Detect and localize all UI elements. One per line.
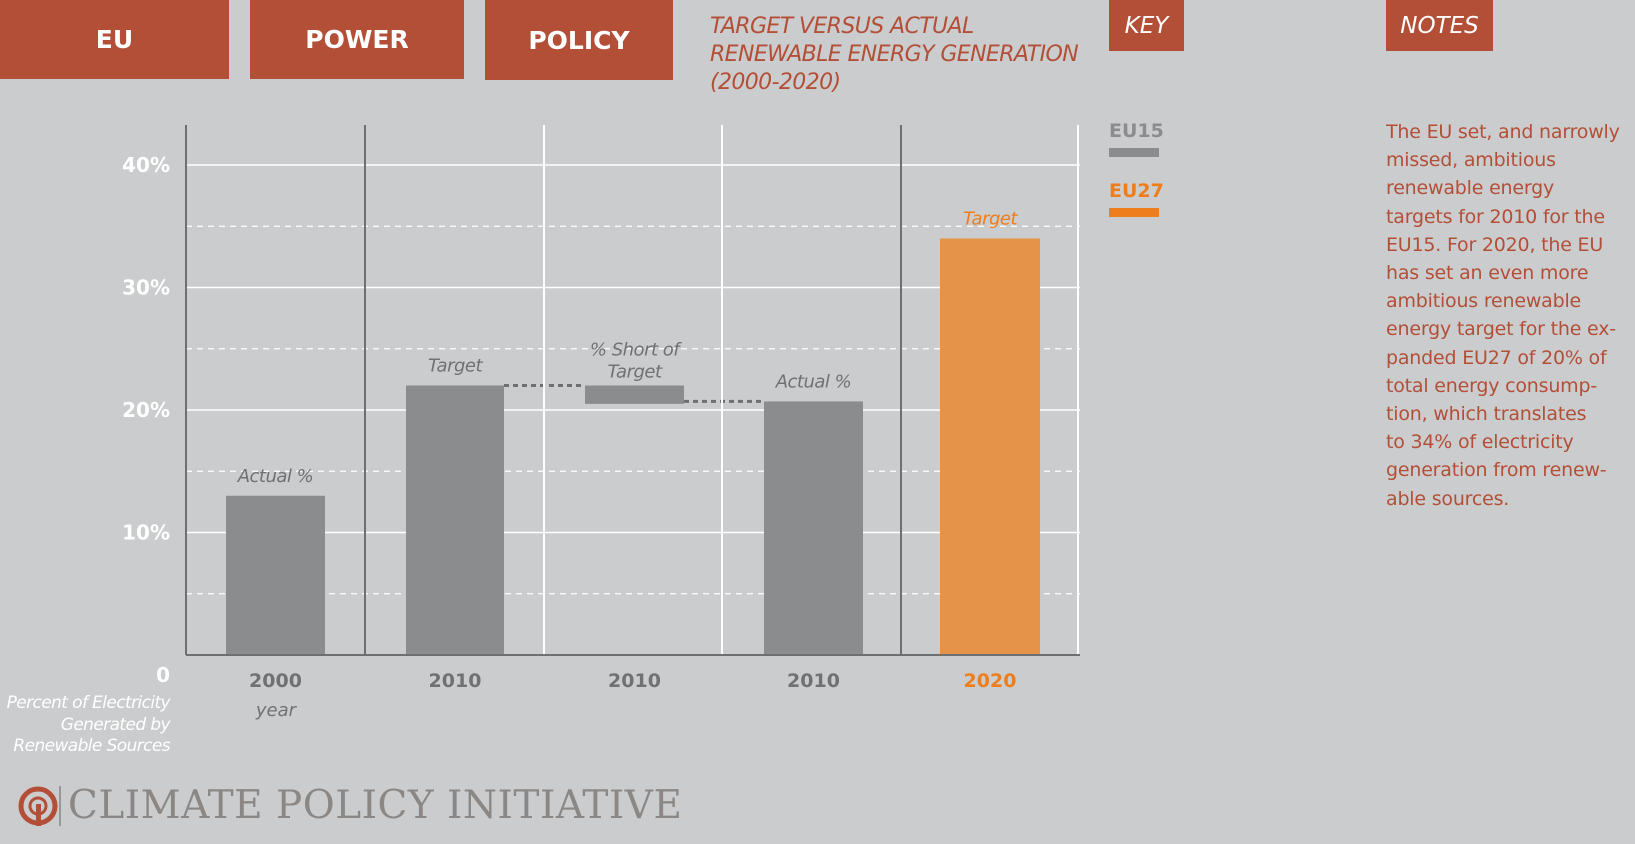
- y-tick-label: 30%: [122, 276, 170, 300]
- x-tick-label: 2010: [429, 670, 482, 692]
- bar-label: % Short of: [590, 340, 682, 361]
- y-tick-label: 20%: [122, 398, 170, 422]
- notes-line: ambitious renewable: [1386, 290, 1582, 313]
- chart-title: TARGET VERSUS ACTUAL RENEWABLE ENERGY GE…: [710, 13, 1090, 97]
- tab-power[interactable]: POWER: [250, 0, 464, 79]
- bar-label: Target: [963, 209, 1019, 230]
- legend-label-eu15: EU15: [1109, 120, 1164, 142]
- legend-swatch-eu15: [1109, 148, 1159, 157]
- notes-line: missed, ambitious: [1386, 149, 1556, 172]
- x-axis-title: year: [255, 700, 298, 721]
- y-tick-label: 40%: [122, 153, 170, 177]
- notes-line: has set an even more: [1386, 262, 1589, 285]
- notes-line: energy target for the ex-: [1386, 318, 1616, 341]
- bar: [406, 385, 504, 655]
- legend-label-eu27: EU27: [1109, 180, 1164, 202]
- logo: CLIMATE POLICY INITIATIVE: [16, 780, 682, 830]
- notes-line: able sources.: [1386, 487, 1510, 510]
- bar: [585, 385, 684, 404]
- key-tab[interactable]: KEY: [1109, 0, 1184, 51]
- y-tick-label: 10%: [122, 521, 170, 545]
- legend-swatch-eu27: [1109, 208, 1159, 217]
- logo-name: CLIMATE POLICY INITIATIVE: [68, 782, 683, 828]
- notes-line: EU15. For 2020, the EU: [1386, 233, 1604, 256]
- chart-title-line: RENEWABLE ENERGY GENERATION: [710, 42, 1079, 67]
- y-axis-caption-line: Percent of Electricity: [6, 693, 171, 713]
- x-tick-label: 2010: [608, 670, 661, 692]
- tab-eu[interactable]: EU: [0, 0, 229, 79]
- bar-label: Actual %: [775, 371, 852, 392]
- x-tick-label: 2000: [249, 670, 302, 692]
- notes-line: tion, which translates: [1386, 403, 1587, 426]
- notes-line: generation from renew-: [1386, 459, 1607, 482]
- bar: [764, 401, 863, 655]
- tab-policy[interactable]: POLICY: [485, 0, 673, 80]
- notes-line: total energy consump-: [1386, 374, 1598, 397]
- x-tick-label: 2010: [787, 670, 840, 692]
- notes-tab[interactable]: NOTES: [1386, 0, 1493, 51]
- chart-title-line: (2000-2020): [710, 70, 841, 95]
- y-tick-label: 0: [156, 663, 170, 687]
- notes-line: targets for 2010 for the: [1386, 205, 1605, 228]
- bar: [940, 238, 1040, 655]
- y-axis-caption-line: Renewable Sources: [13, 736, 170, 756]
- notes-text: The EU set, and narrowly missed, ambitio…: [1386, 118, 1635, 513]
- chart-title-line: TARGET VERSUS ACTUAL: [710, 14, 974, 39]
- notes-line: to 34% of electricity: [1386, 431, 1574, 454]
- bar-label: Actual %: [237, 466, 314, 487]
- notes-line: renewable energy: [1386, 177, 1555, 200]
- x-tick-label: 2020: [964, 670, 1017, 692]
- bar: [226, 495, 325, 655]
- cpi-logo-icon: [18, 786, 61, 826]
- y-axis-caption-line: Generated by: [60, 714, 171, 735]
- y-axis-caption: Percent of Electricity Generated by Rene…: [0, 693, 171, 758]
- notes-line: panded EU27 of 20% of: [1386, 346, 1607, 369]
- bar-label: Target: [607, 362, 663, 383]
- notes-line: The EU set, and narrowly: [1386, 121, 1620, 143]
- bar-label: Target: [428, 356, 484, 377]
